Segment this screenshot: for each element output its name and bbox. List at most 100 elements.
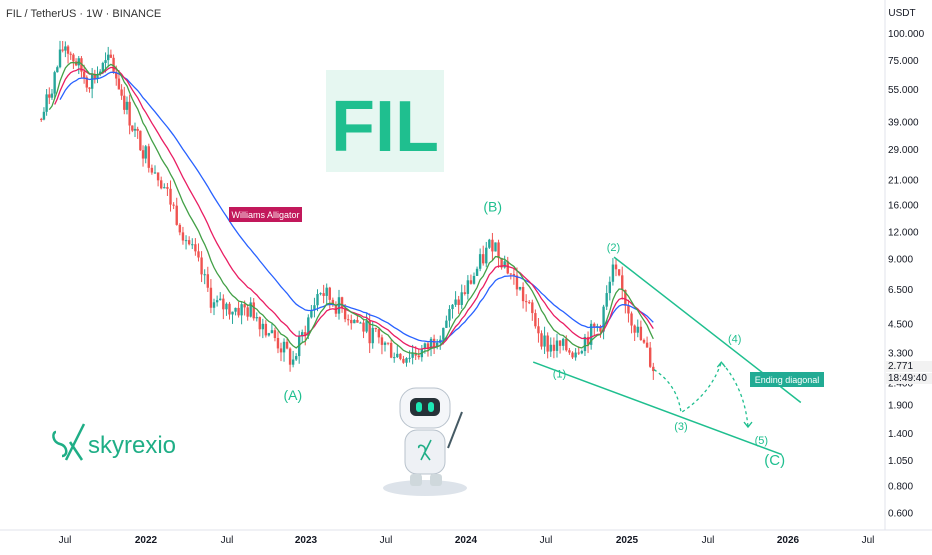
candle-body	[491, 239, 494, 252]
candle-body	[543, 335, 546, 347]
candle-body	[93, 73, 97, 79]
candle-body	[503, 261, 506, 268]
candle-body	[96, 73, 99, 79]
candle-body	[645, 342, 649, 348]
candle-body	[627, 305, 630, 314]
price-tick-label: 6.500	[888, 285, 913, 296]
candle-body	[144, 146, 147, 159]
bar-countdown-tag: 18:49:40	[885, 373, 932, 384]
candle-body	[267, 333, 271, 336]
robot-leg-right	[430, 474, 442, 486]
candle-body	[652, 366, 655, 372]
candle-body	[402, 358, 405, 363]
candle-body	[512, 274, 516, 276]
projection-arrow-up	[716, 361, 726, 368]
time-tick-label: 2023	[295, 535, 318, 546]
candle-body	[212, 302, 216, 308]
candle-body	[399, 353, 402, 359]
candle-body	[222, 298, 225, 310]
candle-body	[429, 338, 433, 350]
candle-body	[509, 273, 513, 275]
wave-label-A: (A)	[283, 387, 302, 403]
candle-body	[153, 172, 157, 174]
candle-body	[285, 341, 289, 349]
candle-body	[515, 275, 519, 290]
candle-body	[264, 323, 268, 336]
robot-chest-logo	[417, 439, 432, 461]
candle-body	[586, 336, 590, 345]
fil-logo-box	[326, 70, 444, 172]
candle-body	[261, 323, 265, 330]
candle-body	[156, 172, 160, 181]
candle-body	[435, 342, 439, 347]
candle-body	[571, 352, 574, 358]
candle-body	[521, 286, 525, 302]
candle-body	[307, 317, 310, 336]
candle-body	[325, 287, 328, 296]
candle-body	[301, 332, 304, 337]
candle-body	[107, 54, 110, 61]
candle-body	[561, 338, 565, 346]
candle-body	[234, 307, 237, 312]
robot-eye-left	[416, 402, 422, 412]
alligator-tag	[229, 207, 302, 222]
fil-logo-text: FIL	[331, 87, 439, 167]
candle-body	[69, 53, 72, 55]
candle-body	[445, 320, 448, 328]
candle-body	[322, 293, 325, 296]
candle-body	[58, 49, 62, 68]
candle-body	[574, 352, 577, 358]
candle-body	[624, 289, 627, 306]
skyrexio-logo-icon	[52, 423, 86, 461]
candle-body	[469, 280, 473, 284]
candle-body	[518, 286, 522, 290]
candle-body	[316, 294, 319, 306]
candle-body	[288, 348, 292, 365]
candle-body	[98, 71, 102, 74]
candle-body	[537, 326, 540, 334]
price-tick-label: 1.050	[888, 456, 913, 467]
candle-body	[365, 320, 368, 332]
candle-body	[112, 57, 115, 72]
candle-body	[319, 293, 322, 295]
candle-body	[494, 242, 497, 252]
candle-body	[599, 326, 602, 332]
candle-body	[181, 232, 185, 241]
candle-body	[90, 73, 94, 89]
candle-body	[565, 338, 568, 351]
candle-body	[53, 72, 56, 94]
candle-body	[568, 350, 571, 353]
candle-body	[163, 187, 166, 189]
candle-body	[203, 274, 206, 276]
candle-body	[66, 46, 70, 54]
candle-body	[359, 322, 362, 324]
candle-body	[273, 330, 277, 339]
candle-body	[611, 264, 615, 282]
candle-body	[380, 337, 384, 345]
candle-body	[617, 269, 621, 276]
candle-body	[72, 54, 75, 62]
candle-body	[472, 275, 476, 284]
candle-body	[337, 297, 341, 314]
candle-body	[463, 292, 466, 294]
ending-diagonal-tag	[750, 372, 824, 387]
candle-body	[228, 303, 231, 315]
candle-body	[346, 319, 350, 321]
price-tick-label: 39.000	[888, 117, 919, 128]
time-tick-label: 2024	[455, 535, 478, 546]
candle-body	[215, 300, 219, 303]
candle-body	[353, 319, 356, 324]
candle-body	[243, 304, 246, 308]
candle-body	[642, 340, 646, 343]
candle-body	[125, 101, 129, 110]
candle-body	[371, 327, 374, 344]
price-tick-label: 75.000	[888, 56, 919, 67]
price-axis-unit: USDT	[888, 8, 915, 19]
candle-body	[56, 67, 59, 73]
candle-body	[200, 257, 203, 275]
candle-body	[313, 305, 316, 311]
candle-body	[197, 251, 200, 258]
candle-body	[109, 54, 113, 58]
candle-body	[206, 274, 210, 288]
